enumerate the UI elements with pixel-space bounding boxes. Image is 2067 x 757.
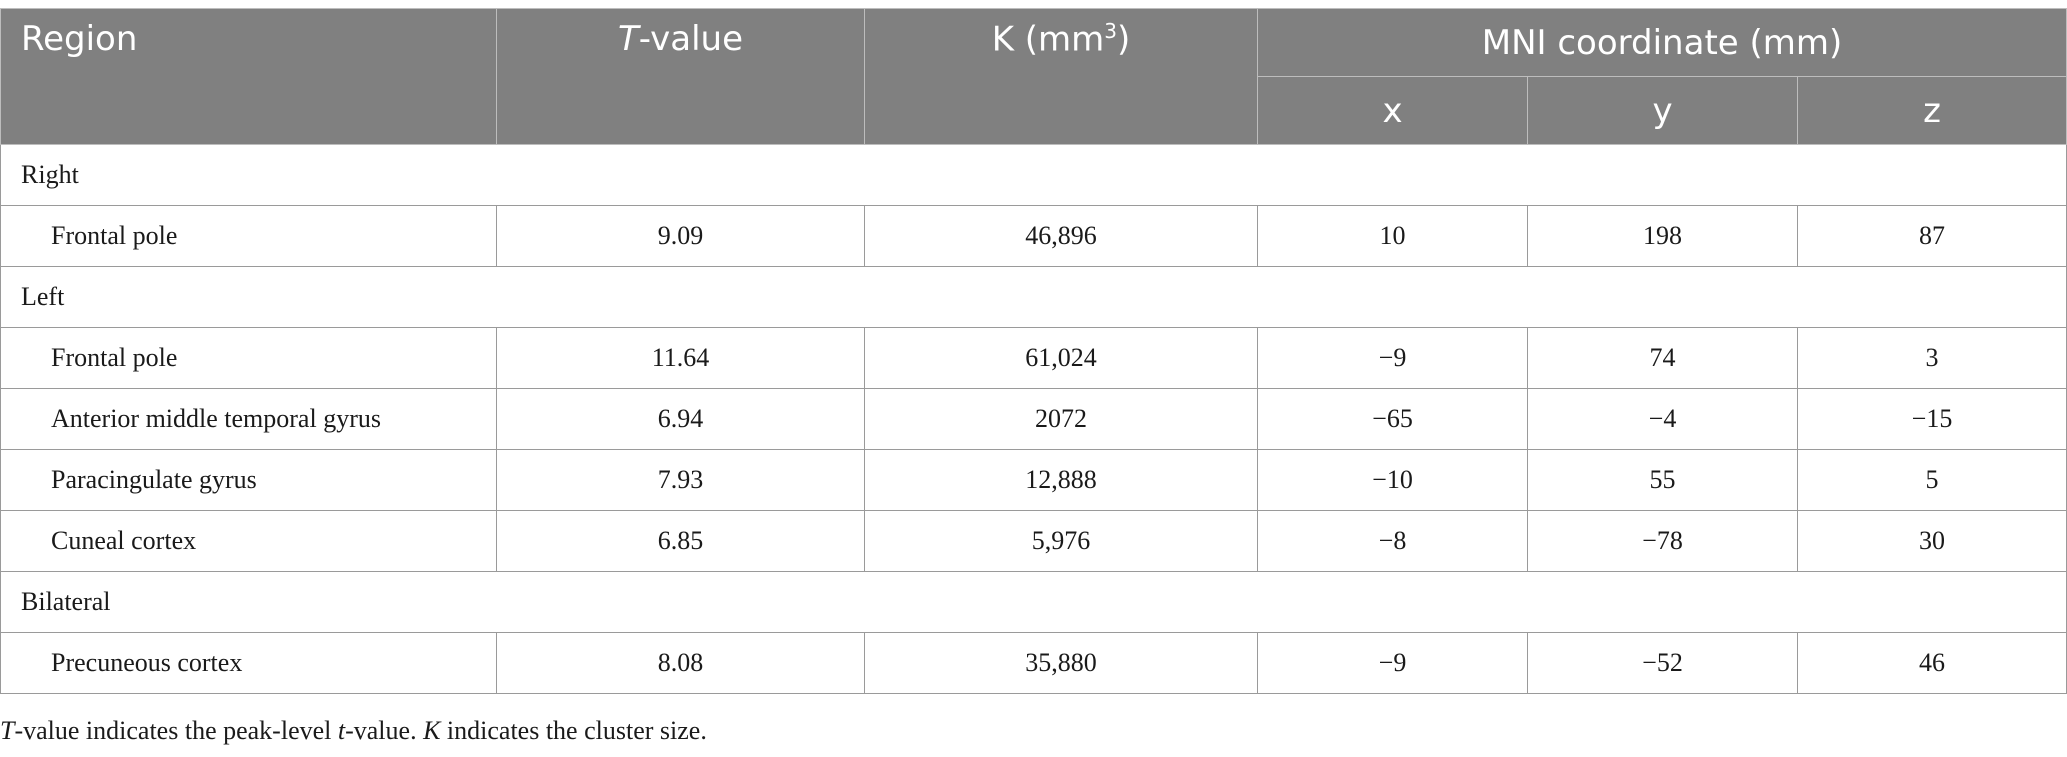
table-footnote: T-value indicates the peak-level t-value… [0, 716, 707, 745]
cell-z: −15 [1796, 388, 2067, 450]
cell-z: 3 [1796, 327, 2067, 389]
cell-k: 46,896 [864, 205, 1258, 267]
cell-k: 12,888 [864, 449, 1258, 511]
group-row: Left [0, 266, 2067, 328]
cell-t: 6.94 [496, 388, 865, 450]
cell-x: 10 [1257, 205, 1528, 267]
table-row: Precuneous cortex 8.08 35,880 −9 −52 46 [0, 632, 2067, 694]
cell-t: 7.93 [496, 449, 865, 511]
group-label: Bilateral [0, 571, 2067, 633]
cell-y: −78 [1527, 510, 1798, 572]
cell-k: 35,880 [864, 632, 1258, 694]
cell-t: 9.09 [496, 205, 865, 267]
header-cluster-size: K (mm3) [864, 8, 1258, 145]
table-row: Cuneal cortex 6.85 5,976 −8 −78 30 [0, 510, 2067, 572]
cell-k: 61,024 [864, 327, 1258, 389]
cell-z: 87 [1796, 205, 2067, 267]
cell-t: 8.08 [496, 632, 865, 694]
group-row: Right [0, 144, 2067, 206]
cell-x: −8 [1257, 510, 1528, 572]
cell-region: Cuneal cortex [0, 510, 497, 572]
cell-y: 74 [1527, 327, 1798, 389]
header-x: x [1257, 76, 1528, 145]
header-z: z [1796, 76, 2067, 145]
cell-x: −9 [1257, 632, 1528, 694]
table-row: Paracingulate gyrus 7.93 12,888 −10 55 5 [0, 449, 2067, 511]
cell-z: 46 [1796, 632, 2067, 694]
header-t-value: T-value [496, 8, 865, 145]
cell-region: Frontal pole [0, 327, 497, 389]
group-row: Bilateral [0, 571, 2067, 633]
header-y: y [1527, 76, 1798, 145]
cell-t: 11.64 [496, 327, 865, 389]
group-label: Right [0, 144, 2067, 206]
table-body: Right Frontal pole 9.09 46,896 10 198 87 Left Fr… [0, 144, 2067, 694]
cell-z: 5 [1796, 449, 2067, 511]
table-row: Frontal pole 11.64 61,024 −9 74 3 [0, 327, 2067, 389]
header-mni-coordinate: MNI coordinate (mm) [1256, 8, 2067, 77]
cell-x: −9 [1257, 327, 1528, 389]
cell-y: −52 [1527, 632, 1798, 694]
table-row: Frontal pole 9.09 46,896 10 198 87 [0, 205, 2067, 267]
cell-x: −10 [1257, 449, 1528, 511]
cell-k: 2072 [864, 388, 1258, 450]
group-label: Left [0, 266, 2067, 328]
cell-y: 55 [1527, 449, 1798, 511]
table-row: Anterior middle temporal gyrus 6.94 2072 −6… [0, 388, 2067, 450]
cell-region: Frontal pole [0, 205, 497, 267]
cell-z: 30 [1796, 510, 2067, 572]
cell-y: 198 [1527, 205, 1798, 267]
cell-y: −4 [1527, 388, 1798, 450]
cell-region: Paracingulate gyrus [0, 449, 497, 511]
cell-t: 6.85 [496, 510, 865, 572]
cell-region: Anterior middle temporal gyrus [0, 388, 497, 450]
header-region: Region [0, 8, 497, 145]
cell-x: −65 [1257, 388, 1528, 450]
cell-k: 5,976 [864, 510, 1258, 572]
cell-region: Precuneous cortex [0, 632, 497, 694]
results-table: Region T-value K (mm3) MNI coordinate (m… [0, 8, 2067, 694]
